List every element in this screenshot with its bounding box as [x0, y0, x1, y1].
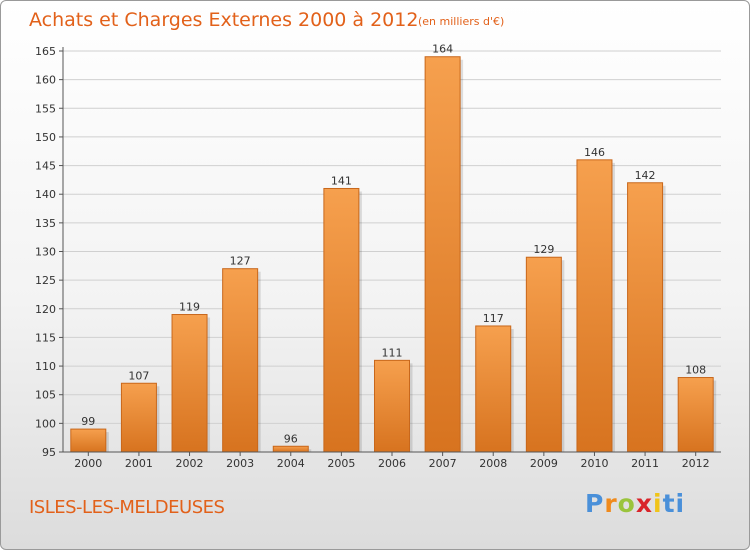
data-label: 107 — [128, 369, 149, 382]
data-label: 146 — [584, 146, 605, 159]
bar-2000 — [70, 428, 107, 453]
x-tick-label: 2011 — [631, 457, 659, 470]
x-tick-label: 2010 — [580, 457, 608, 470]
x-tick-label: 2000 — [74, 457, 102, 470]
commune-name: ISLES-LES-MELDEUSES — [29, 497, 225, 518]
bar-2012 — [677, 377, 714, 453]
chart-title: Achats et Charges Externes 2000 à 2012 — [29, 9, 419, 31]
x-tick-label: 2009 — [530, 457, 558, 470]
y-tick-label: 130 — [35, 246, 56, 259]
bar-2007 — [424, 56, 461, 453]
y-tick-label: 95 — [42, 446, 56, 459]
bar-2011 — [627, 182, 664, 453]
bar-2006 — [374, 359, 410, 453]
x-tick-label: 2006 — [378, 457, 406, 470]
x-tick-label: 2003 — [226, 457, 254, 470]
y-tick-label: 165 — [35, 45, 56, 58]
data-label: 129 — [533, 243, 554, 256]
data-label: 111 — [382, 346, 403, 359]
bar-2002 — [171, 314, 208, 453]
x-tick-label: 2004 — [277, 457, 305, 470]
data-label: 141 — [331, 174, 352, 187]
y-tick-label: 145 — [35, 160, 56, 173]
y-tick-label: 120 — [35, 303, 56, 316]
data-label: 127 — [230, 255, 251, 268]
proxiti-logo: Proxiti — [585, 489, 685, 518]
y-tick-label: 105 — [35, 389, 56, 402]
logo-letter: ti — [662, 489, 686, 518]
y-tick-label: 160 — [35, 74, 56, 87]
data-label: 99 — [81, 415, 95, 428]
data-label: 119 — [179, 301, 200, 314]
x-tick-label: 2005 — [327, 457, 355, 470]
x-tick-label: 2002 — [176, 457, 204, 470]
y-tick-label: 155 — [35, 102, 56, 115]
y-tick-label: 140 — [35, 188, 56, 201]
logo-letter: i — [653, 489, 663, 518]
bar-2005 — [323, 187, 360, 453]
chart-subtitle: (en milliers d'€) — [418, 15, 505, 28]
bar-2010 — [576, 159, 613, 453]
data-label: 108 — [685, 364, 706, 377]
bar-2009 — [525, 256, 562, 453]
logo-letter: o — [617, 489, 636, 518]
y-tick-label: 100 — [35, 417, 56, 430]
bar-2004 — [272, 445, 309, 453]
y-tick-label: 135 — [35, 217, 56, 230]
data-label: 164 — [432, 43, 453, 56]
y-tick-label: 115 — [35, 331, 56, 344]
bar-2001 — [120, 382, 157, 453]
bar-2008 — [475, 325, 512, 453]
data-label: 142 — [635, 169, 656, 182]
data-label: 96 — [284, 432, 298, 445]
logo-letter: r — [604, 489, 618, 518]
y-tick-label: 110 — [35, 360, 56, 373]
x-tick-label: 2008 — [479, 457, 507, 470]
x-tick-label: 2007 — [429, 457, 457, 470]
y-tick-label: 150 — [35, 131, 56, 144]
logo-letter: x — [635, 489, 653, 518]
logo-letter: P — [585, 489, 605, 518]
data-label: 117 — [483, 312, 504, 325]
y-tick-label: 125 — [35, 274, 56, 287]
x-tick-label: 2012 — [682, 457, 710, 470]
x-tick-label: 2001 — [125, 457, 153, 470]
bar-2003 — [222, 268, 259, 453]
